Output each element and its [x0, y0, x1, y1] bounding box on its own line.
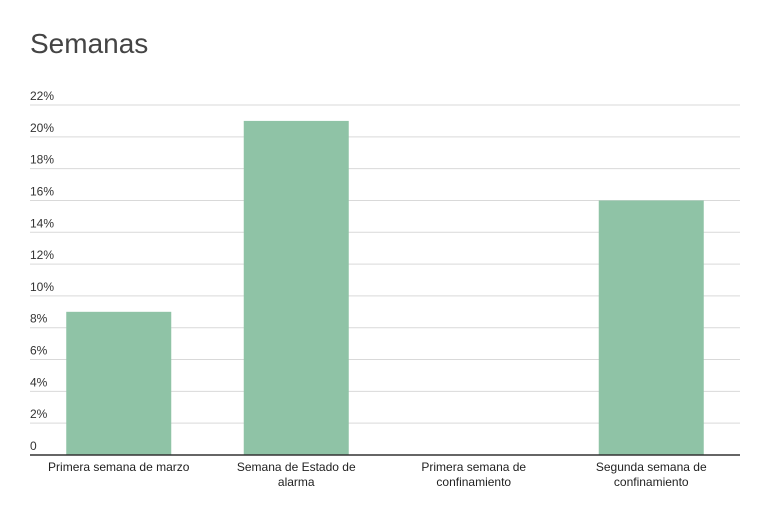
- y-tick-label: 4%: [30, 375, 48, 389]
- y-tick-label: 22%: [30, 89, 54, 103]
- y-tick-label: 20%: [30, 121, 54, 135]
- x-axis-labels: Primera semana de marzo Semana de Estado …: [48, 460, 707, 489]
- y-tick-label: 0: [30, 439, 37, 453]
- y-tick-label: 16%: [30, 184, 54, 198]
- x-tick-label: Segunda semana de confinamiento: [596, 460, 707, 489]
- x-tick-label: Primera semana de confinamiento: [421, 460, 526, 489]
- y-tick-label: 12%: [30, 248, 54, 262]
- bars: [66, 120, 704, 455]
- y-axis-ticks: 0 2% 4% 6% 8% 10% 12% 14% 16% 18% 20% 22%: [30, 89, 54, 453]
- x-tick-label: Primera semana de marzo: [48, 460, 190, 474]
- y-tick-label: 8%: [30, 312, 48, 326]
- y-tick-label: 14%: [30, 216, 54, 230]
- y-tick-label: 10%: [30, 280, 54, 294]
- x-tick-label: Semana de Estado de alarma: [237, 460, 356, 489]
- y-tick-label: 6%: [30, 344, 48, 358]
- bar: [598, 200, 704, 455]
- bar: [66, 311, 172, 455]
- y-tick-label: 2%: [30, 407, 48, 421]
- y-tick-label: 18%: [30, 153, 54, 167]
- chart-title: Semanas: [30, 28, 149, 59]
- bar: [243, 120, 349, 455]
